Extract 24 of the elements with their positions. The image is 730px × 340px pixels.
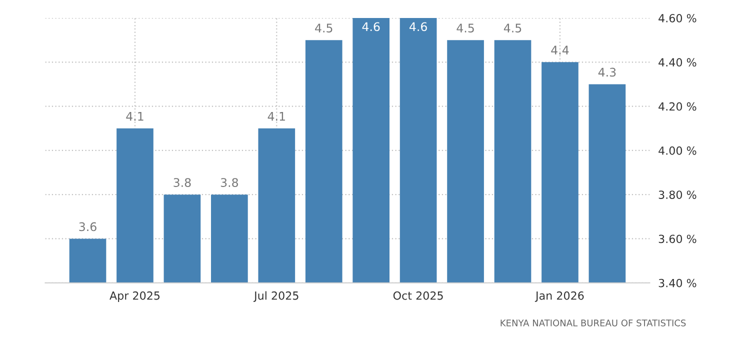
data-label: 4.6: [410, 22, 427, 32]
y-tick-label: 4.40 %: [658, 58, 696, 67]
data-label: 4.3: [598, 68, 616, 77]
y-tick-label: 3.60 %: [658, 234, 696, 244]
data-label: 4.5: [315, 24, 332, 33]
y-tick-label: 3.80 %: [658, 190, 696, 199]
data-label: 4.4: [551, 46, 569, 54]
data-label: 4.1: [268, 112, 285, 121]
data-label: 4.5: [504, 24, 522, 33]
data-label: 4.5: [456, 24, 474, 33]
x-tick-label: Jan 2026: [534, 291, 584, 302]
data-label: 4.6: [362, 22, 380, 32]
data-label: 3.8: [220, 178, 238, 188]
y-tick-label: 4.00 %: [658, 146, 696, 155]
text: KENYA NATIONAL BUREAU OF STATISTICS: [500, 320, 686, 326]
x-tick-label: Oct 2025: [393, 291, 443, 300]
data-label: 4.1: [126, 112, 144, 121]
x-tick-label: Apr 2025: [110, 291, 160, 302]
y-tick-label: 3.40 %: [658, 278, 696, 288]
y-tick-label: 4.60 %: [658, 14, 696, 22]
x-tick-label: Jul 2025: [253, 291, 298, 302]
data-label: 3.6: [79, 222, 96, 232]
data-label: 3.8: [174, 178, 191, 188]
y-tick-label: 4.20 %: [658, 102, 696, 111]
